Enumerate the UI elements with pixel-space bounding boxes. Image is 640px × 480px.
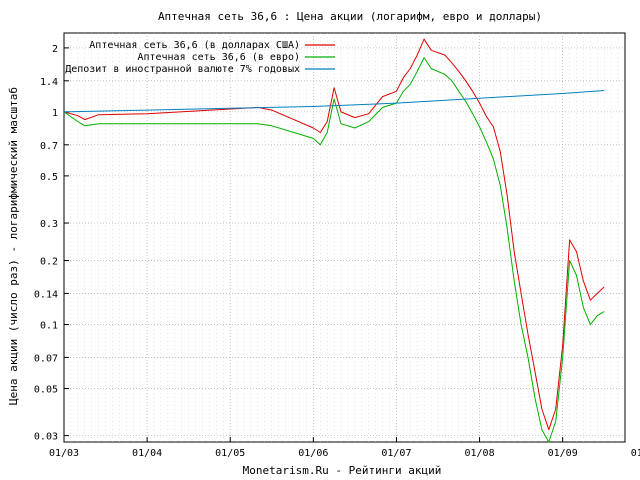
series-line-1 <box>63 38 605 431</box>
x-tick-label: 01/06 <box>298 448 328 459</box>
series-line-3 <box>63 90 605 113</box>
x-tick-label: 01/05 <box>215 448 245 459</box>
axes: 01/03 01/04 01/05 01/06 01/07 01/08 01/09 01/10… <box>34 44 640 459</box>
y-tick-label: 0.1 <box>40 320 58 331</box>
x-tick-label: 01/08 <box>465 448 495 459</box>
y-tick-label: 0.07 <box>34 353 58 364</box>
legend-label-1: Аптечная сеть 36,6 (в долларах США) <box>89 40 300 51</box>
series-line-2 <box>63 57 605 443</box>
x-tick-label: 01/04 <box>132 448 162 459</box>
y-tick-label: 0.3 <box>40 219 58 230</box>
plot-frame <box>63 32 626 443</box>
y-tick-label: 0.03 <box>34 432 58 443</box>
series-layer <box>63 38 605 443</box>
y-tick-label: 0.5 <box>40 172 58 183</box>
y-tick-label: 0.14 <box>34 289 58 300</box>
y-tick-label: 2 <box>52 44 58 55</box>
legend-label-2: Аптечная сеть 36,6 (в евро) <box>137 52 300 63</box>
y-tick-label: 0.05 <box>34 384 58 395</box>
x-tick-label: 01/09 <box>548 448 578 459</box>
chart-title: Аптечная сеть 36,6 : Цена акции (логариф… <box>158 10 542 23</box>
x-tick-label: 01/03 <box>49 448 79 459</box>
grid <box>64 33 625 442</box>
legend-label-3: Депозит в иностранной валюте 7% годовых <box>65 63 300 75</box>
y-tick-label: 0.7 <box>40 141 58 152</box>
y-tick-label: 0.2 <box>40 256 58 267</box>
x-tick-label: 01/10 <box>631 448 640 459</box>
y-tick-label: 1 <box>52 108 58 119</box>
y-axis-label: Цена акции (число раз) - логарифмический… <box>7 87 20 405</box>
x-axis-label: Monetarism.Ru - Рейтинги акций <box>243 464 442 477</box>
legend: Аптечная сеть 36,6 (в долларах США)Аптеч… <box>65 40 335 75</box>
y-tick-label: 1.4 <box>40 77 58 88</box>
x-tick-label: 01/07 <box>381 448 411 459</box>
